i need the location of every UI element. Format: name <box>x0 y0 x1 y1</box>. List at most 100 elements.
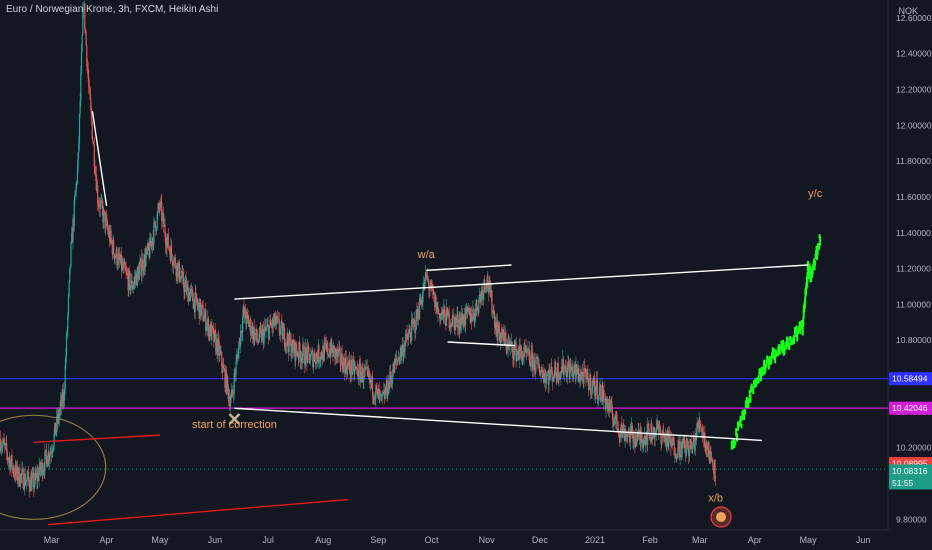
y-tick-label: 11.20000 <box>896 264 931 274</box>
candle-body <box>322 346 324 360</box>
candle-body <box>254 333 256 342</box>
candle-body <box>348 359 351 370</box>
cross-marker <box>228 413 241 425</box>
candle-body <box>219 349 221 356</box>
candle-body <box>157 203 160 210</box>
candle-body <box>223 368 225 370</box>
candle-body <box>446 307 448 309</box>
candle-body <box>43 469 45 472</box>
candle-body <box>202 305 204 322</box>
candle-body <box>360 374 362 382</box>
candle-body <box>646 432 648 445</box>
candle-body <box>699 419 701 424</box>
candle-body <box>130 286 132 291</box>
candle-body <box>155 228 158 232</box>
candle-body <box>221 366 223 373</box>
candle-body <box>158 203 160 208</box>
candle-body <box>622 425 624 437</box>
candle-body <box>346 363 349 375</box>
candle-body <box>468 308 471 315</box>
candle-body <box>285 342 288 346</box>
candle-body <box>393 360 396 374</box>
candle-body <box>703 432 705 440</box>
projection-bar <box>763 359 766 369</box>
candle-body <box>393 363 395 374</box>
candle-body <box>406 333 408 339</box>
candle-body <box>205 310 207 331</box>
candle-body <box>138 267 140 280</box>
candle-body <box>338 347 340 352</box>
candle-body <box>452 314 454 316</box>
candle-body <box>515 341 517 362</box>
candle-body <box>667 430 669 446</box>
candle-body <box>129 273 131 291</box>
candle-body <box>532 360 534 371</box>
candle-body <box>432 289 434 291</box>
projection-bar <box>802 317 805 324</box>
candle-body <box>374 397 376 399</box>
candle-body <box>333 345 335 348</box>
candle-body <box>268 326 270 340</box>
candle-body <box>478 294 481 300</box>
candle-body <box>670 442 672 447</box>
candle-body <box>168 247 170 249</box>
candle-body <box>643 440 645 444</box>
candle-body <box>29 487 31 492</box>
candle-body <box>602 385 604 403</box>
candle-body <box>561 366 563 373</box>
candle-body <box>590 392 592 394</box>
candle-body <box>571 366 573 368</box>
candle-body <box>453 315 455 320</box>
candle-body <box>676 456 678 458</box>
trend-line <box>47 498 349 526</box>
candle-body <box>675 456 677 459</box>
candle-body <box>618 431 620 436</box>
candle-body <box>505 337 507 349</box>
candle-body <box>29 477 32 492</box>
y-tick-label: 11.00000 <box>896 299 931 309</box>
candle-body <box>527 348 530 350</box>
candle-body <box>125 270 127 272</box>
candle-body <box>271 325 273 329</box>
y-tick-label: 11.60000 <box>896 192 931 202</box>
candle-body <box>140 258 142 277</box>
projection-bar <box>759 372 762 382</box>
projection-bar <box>807 260 810 267</box>
candle-body <box>54 422 57 435</box>
candle-body <box>473 314 475 321</box>
candle-body <box>466 307 468 312</box>
candle-body <box>444 313 446 325</box>
candle-body <box>301 355 303 362</box>
candle-body <box>680 441 683 458</box>
candle-body <box>195 293 198 302</box>
candle-body <box>343 357 345 363</box>
candle-body <box>339 348 341 364</box>
candle-body <box>690 439 692 441</box>
candle-body <box>585 372 587 380</box>
candle-body <box>63 389 66 401</box>
candle-body <box>241 332 243 334</box>
candle-body <box>634 442 636 448</box>
candle-body <box>462 320 464 327</box>
candle-body <box>133 281 135 286</box>
candle-body <box>414 329 417 333</box>
candle-body <box>437 309 439 313</box>
candle-body <box>36 473 38 481</box>
candle-body <box>299 351 301 362</box>
candle-body <box>380 394 382 395</box>
candle-body <box>350 360 352 375</box>
candle-body <box>559 372 561 380</box>
candle-body <box>361 367 364 382</box>
candle-body <box>709 450 711 464</box>
candle-body <box>651 423 653 439</box>
candle-body <box>327 343 329 355</box>
candle-body <box>640 434 642 443</box>
candle-body <box>424 277 426 289</box>
candle-body <box>371 376 373 385</box>
candle-body <box>200 307 202 317</box>
candle-body <box>355 367 357 369</box>
candle-body <box>197 302 200 305</box>
trend-line <box>447 341 516 347</box>
